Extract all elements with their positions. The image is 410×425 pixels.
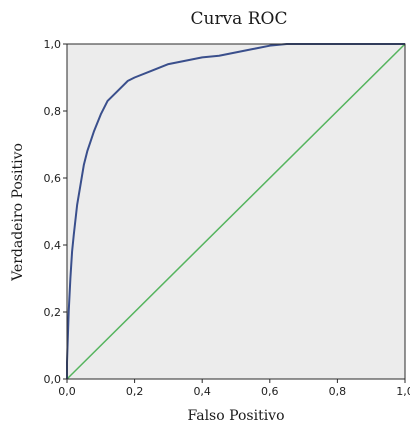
y-tick-label: 0,0: [44, 373, 62, 386]
x-tick-label: 0,8: [329, 385, 347, 398]
roc-curve-series: [66, 43, 405, 379]
x-tick-label: 0,4: [193, 385, 211, 398]
y-tick-label: 0,4: [44, 239, 62, 252]
y-tick-label: 0,8: [44, 105, 62, 118]
x-tick-label: 0,0: [58, 385, 76, 398]
y-tick-label: 0,6: [44, 172, 62, 185]
x-tick-label: 1,0: [396, 385, 410, 398]
y-tick-label: 0,2: [44, 306, 62, 319]
y-tick-label: 1,0: [44, 38, 62, 51]
x-tick-label: 0,6: [261, 385, 279, 398]
x-tick-label: 0,2: [126, 385, 144, 398]
reference-diagonal-series: [66, 43, 406, 380]
plot-frame: [66, 43, 406, 380]
y-axis-title: Verdadeiro Positivo: [10, 143, 26, 282]
x-axis-title: Falso Positivo: [187, 408, 284, 424]
chart-title: Curva ROC: [191, 9, 288, 29]
